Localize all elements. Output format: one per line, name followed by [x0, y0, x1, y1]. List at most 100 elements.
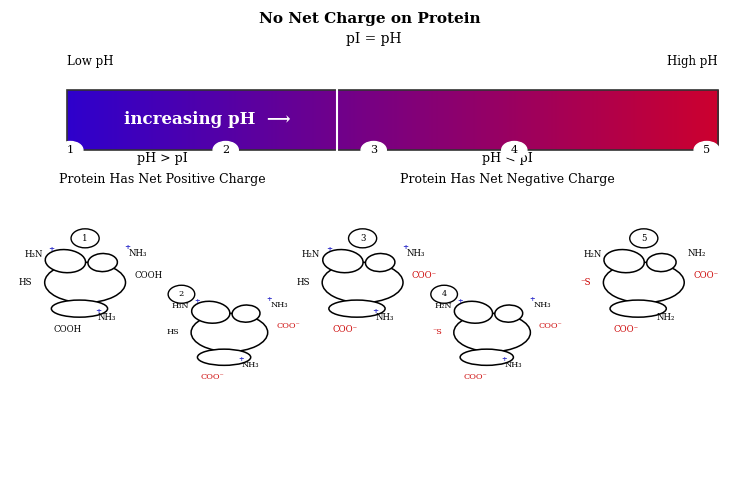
- Bar: [346, 90, 349, 150]
- Bar: [67, 90, 718, 150]
- Bar: [80, 90, 83, 150]
- Bar: [221, 90, 223, 150]
- Bar: [662, 90, 665, 150]
- Bar: [585, 90, 588, 150]
- Text: HS: HS: [19, 278, 33, 287]
- Text: COO⁻: COO⁻: [332, 325, 357, 334]
- Bar: [115, 90, 117, 150]
- Circle shape: [213, 142, 238, 158]
- Bar: [210, 90, 213, 150]
- Bar: [529, 90, 532, 150]
- Bar: [707, 90, 710, 150]
- Bar: [485, 90, 488, 150]
- Bar: [212, 90, 215, 150]
- Text: 1: 1: [82, 234, 88, 243]
- Bar: [297, 90, 300, 150]
- Text: +: +: [529, 296, 535, 302]
- Circle shape: [630, 229, 658, 248]
- Circle shape: [58, 142, 83, 158]
- Bar: [670, 90, 673, 150]
- Bar: [349, 90, 351, 150]
- Bar: [162, 90, 165, 150]
- Text: COO⁻: COO⁻: [613, 325, 639, 334]
- Bar: [130, 90, 132, 150]
- Bar: [253, 90, 256, 150]
- Bar: [251, 90, 254, 150]
- Bar: [499, 90, 502, 150]
- Bar: [141, 90, 144, 150]
- Bar: [481, 90, 484, 150]
- Bar: [401, 90, 404, 150]
- Ellipse shape: [192, 302, 230, 323]
- Bar: [112, 90, 115, 150]
- Bar: [650, 90, 653, 150]
- Bar: [299, 90, 302, 150]
- Text: +: +: [95, 308, 101, 314]
- Bar: [666, 90, 669, 150]
- Bar: [674, 90, 677, 150]
- Bar: [125, 90, 128, 150]
- Bar: [511, 90, 514, 150]
- Bar: [690, 90, 693, 150]
- Bar: [147, 90, 149, 150]
- Bar: [653, 90, 656, 150]
- Bar: [155, 90, 158, 150]
- Text: HS: HS: [166, 328, 179, 336]
- Text: +: +: [457, 298, 463, 304]
- Bar: [260, 90, 263, 150]
- Ellipse shape: [322, 262, 403, 302]
- Bar: [553, 90, 556, 150]
- Bar: [603, 90, 605, 150]
- Text: +: +: [195, 298, 201, 304]
- Bar: [278, 90, 280, 150]
- Bar: [559, 90, 562, 150]
- Bar: [355, 90, 358, 150]
- Bar: [616, 90, 619, 150]
- Text: COO⁻: COO⁻: [693, 271, 718, 280]
- Text: Protein Has Net Negative Charge: Protein Has Net Negative Charge: [400, 172, 614, 186]
- Bar: [69, 90, 72, 150]
- Bar: [538, 90, 540, 150]
- Bar: [101, 90, 104, 150]
- Text: pI = pH: pI = pH: [346, 32, 401, 46]
- Bar: [388, 90, 391, 150]
- Bar: [392, 90, 395, 150]
- Bar: [687, 90, 690, 150]
- Circle shape: [349, 229, 377, 248]
- Bar: [681, 90, 684, 150]
- Bar: [338, 90, 341, 150]
- Bar: [507, 90, 510, 150]
- Bar: [181, 90, 184, 150]
- Text: HS: HS: [297, 278, 310, 287]
- Text: ⁻S: ⁻S: [581, 278, 591, 287]
- Bar: [713, 90, 716, 150]
- Bar: [246, 90, 249, 150]
- Text: +: +: [124, 244, 130, 250]
- Bar: [446, 90, 449, 150]
- Bar: [175, 90, 178, 150]
- Text: NH₃: NH₃: [375, 312, 394, 322]
- Bar: [290, 90, 293, 150]
- Bar: [683, 90, 686, 150]
- Ellipse shape: [329, 300, 385, 317]
- Bar: [371, 90, 374, 150]
- Bar: [642, 90, 645, 150]
- Bar: [471, 90, 474, 150]
- Text: NH₂: NH₂: [656, 312, 675, 322]
- Text: +: +: [402, 244, 408, 250]
- Bar: [243, 90, 246, 150]
- Bar: [327, 90, 330, 150]
- Bar: [442, 90, 445, 150]
- Bar: [312, 90, 314, 150]
- Bar: [271, 90, 274, 150]
- Bar: [199, 90, 202, 150]
- Text: ⁻S: ⁻S: [432, 328, 443, 336]
- Bar: [357, 90, 360, 150]
- Bar: [121, 90, 124, 150]
- Bar: [501, 90, 504, 150]
- Bar: [620, 90, 623, 150]
- Bar: [292, 90, 295, 150]
- Text: +: +: [326, 246, 332, 252]
- Bar: [520, 90, 523, 150]
- Bar: [527, 90, 530, 150]
